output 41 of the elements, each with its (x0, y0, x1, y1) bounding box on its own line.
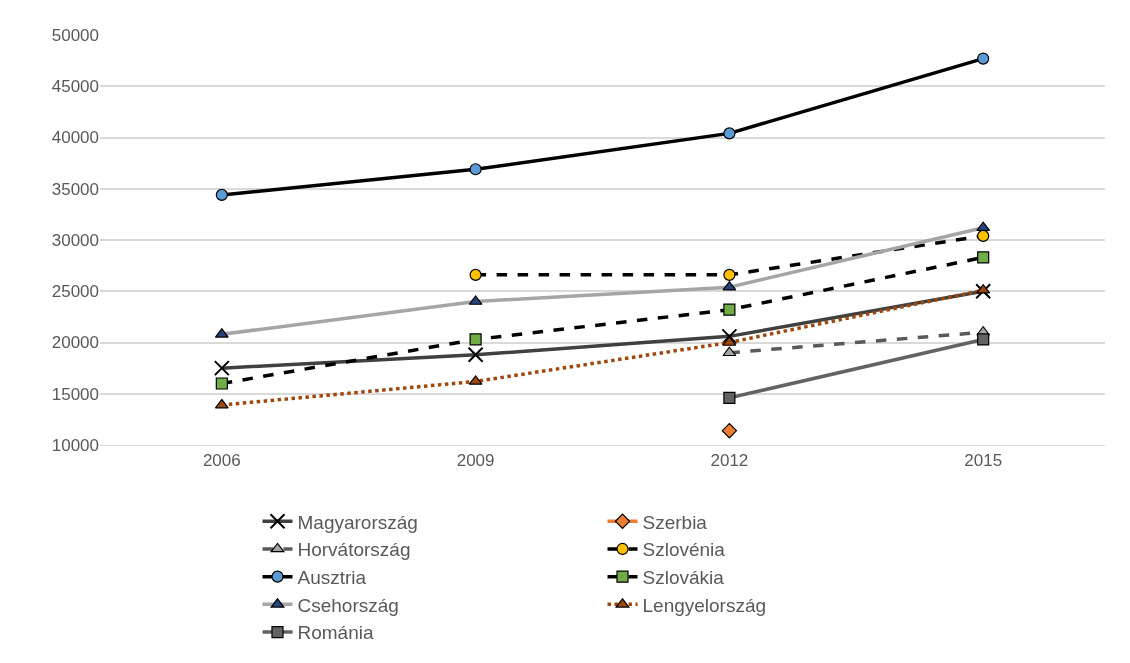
x-tick-label: 2015 (964, 451, 1003, 471)
point (976, 221, 991, 232)
x-tick-label: 2012 (710, 451, 749, 471)
point (977, 52, 990, 65)
y-tick-label: 45000 (51, 77, 99, 97)
point (721, 422, 738, 439)
point (723, 391, 736, 404)
point (975, 283, 992, 300)
legend-label: Románia (297, 622, 374, 644)
legend-label: Lengyelország (642, 594, 767, 616)
point (214, 398, 229, 409)
y-tick-label: 20000 (51, 333, 99, 353)
point (977, 251, 990, 264)
legend-label: Szerbia (642, 511, 708, 533)
point (469, 333, 482, 346)
point (723, 268, 736, 281)
legend-label: Szlovákia (642, 567, 725, 589)
legend-label: Szlovénia (642, 539, 726, 561)
x-tick-label: 2006 (202, 451, 241, 471)
point (977, 333, 990, 346)
point (723, 127, 736, 140)
y-tick-label: 35000 (51, 179, 99, 199)
y-tick-label: 10000 (51, 435, 99, 455)
point (721, 328, 738, 345)
point (467, 346, 484, 363)
y-tick-label: 25000 (51, 282, 99, 302)
point (723, 303, 736, 316)
legend-label: Ausztria (297, 567, 367, 589)
x-tick-label: 2009 (456, 451, 495, 471)
point (213, 360, 230, 377)
point (469, 163, 482, 176)
legend-label: Csehország (297, 594, 399, 616)
y-tick-label: 15000 (51, 384, 99, 404)
y-tick-label: 40000 (51, 128, 99, 148)
legend-label: Horvátország (297, 539, 411, 561)
legend-label: Magyarország (297, 511, 418, 533)
point (215, 377, 228, 390)
point (469, 268, 482, 281)
point (215, 188, 228, 201)
y-tick-label: 30000 (51, 230, 99, 250)
y-tick-label: 50000 (51, 25, 99, 45)
